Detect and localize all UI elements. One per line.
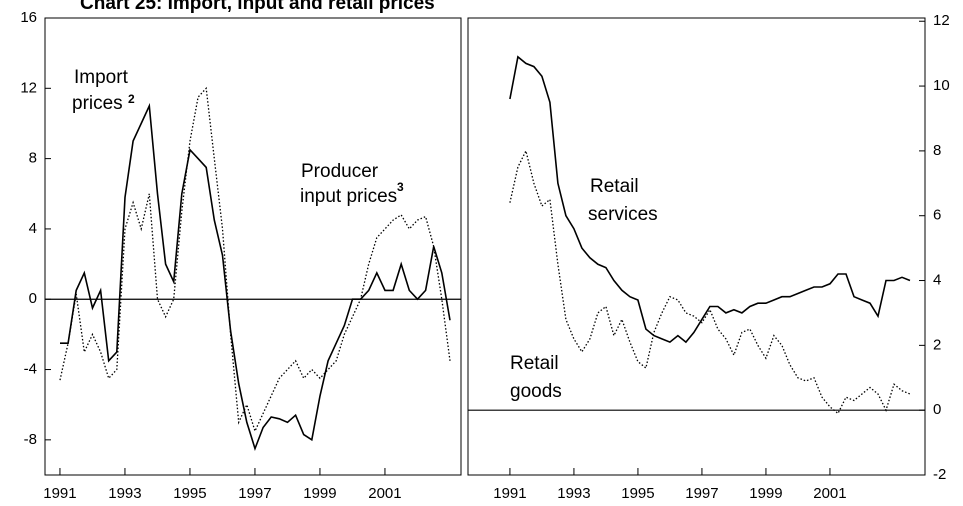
- annotation: Import: [74, 67, 129, 88]
- y-tick-label: -4: [24, 361, 37, 378]
- x-tick-label: 2001: [813, 485, 846, 502]
- chart-title: Chart 25: Import, input and retail price…: [80, 0, 435, 14]
- x-tick-label: 1999: [749, 485, 782, 502]
- y-tick-label: 8: [933, 142, 941, 159]
- x-tick-label: 1993: [108, 485, 141, 502]
- annotation: Producer: [301, 161, 379, 182]
- x-tick-label: 1997: [685, 485, 718, 502]
- y-tick-label: 12: [20, 79, 37, 96]
- series-line: [509, 55, 911, 344]
- y-tick-label: 4: [29, 220, 37, 237]
- series-line: [60, 102, 451, 452]
- y-tick-label: 2: [933, 336, 941, 353]
- x-tick-label: 1993: [557, 485, 590, 502]
- x-tick-label: 1995: [621, 485, 654, 502]
- y-tick-label: 6: [933, 207, 941, 224]
- y-tick-label: 10: [933, 77, 950, 94]
- annotation: input prices: [300, 186, 397, 207]
- x-tick-label: 1991: [43, 485, 76, 502]
- annotation: Retail: [510, 353, 559, 374]
- plot-frame: [467, 17, 926, 476]
- x-tick-label: 1991: [493, 485, 526, 502]
- x-tick-label: 1997: [238, 485, 271, 502]
- annotation: prices: [72, 93, 123, 114]
- x-tick-label: 1999: [303, 485, 336, 502]
- series-line: [509, 149, 911, 415]
- y-tick-label: 16: [20, 9, 37, 26]
- y-tick-label: 0: [933, 401, 941, 418]
- y-tick-label: 4: [933, 272, 941, 289]
- annotation: Retail: [590, 176, 639, 197]
- y-tick-label: -8: [24, 431, 37, 448]
- x-tick-label: 2001: [368, 485, 401, 502]
- y-tick-label: 12: [933, 12, 950, 29]
- annotation: services: [588, 204, 658, 225]
- annotation: goods: [510, 381, 562, 402]
- plot-frame: [44, 17, 462, 476]
- series-line: [59, 86, 451, 433]
- y-tick-label: -2: [933, 466, 946, 483]
- annotation: 2: [128, 92, 135, 106]
- annotation: 3: [397, 180, 404, 194]
- y-tick-label: 0: [29, 290, 37, 307]
- y-tick-label: 8: [29, 150, 37, 167]
- x-tick-label: 1995: [173, 485, 206, 502]
